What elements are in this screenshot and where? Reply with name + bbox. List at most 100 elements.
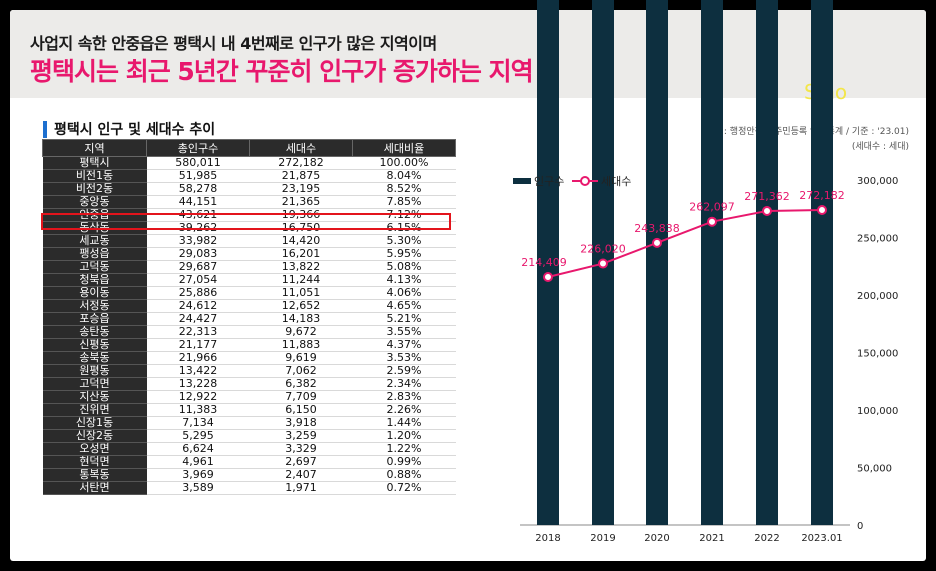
y-tick-label: 250,000 — [857, 234, 898, 245]
table-header-cell: 세대수 — [249, 139, 353, 157]
table-cell: 3,918 — [249, 416, 353, 430]
table-cell: 1.22% — [352, 442, 456, 456]
section-marker — [43, 121, 47, 138]
table-cell: 51,985 — [146, 169, 250, 183]
table-cell: 100.00% — [352, 156, 456, 170]
table-cell: 58,278 — [146, 182, 250, 196]
y-tick-label: 300,000 — [857, 176, 898, 187]
table-cell: 13,822 — [249, 260, 353, 274]
table-row: 원평동 13,422 7,062 2.59% — [42, 364, 456, 378]
table-cell: 2.83% — [352, 390, 456, 404]
table-row: 송탄동 22,313 9,672 3.55% — [42, 325, 456, 339]
region-name-cell: 신평동 — [42, 338, 147, 352]
table-cell: 6,150 — [249, 403, 353, 417]
table-body: 평택시 580,011 272,182 100.00% 비전1동 51,985 21,875… — [42, 156, 456, 495]
table-cell: 6,382 — [249, 377, 353, 391]
table-cell: 3.53% — [352, 351, 456, 365]
table-cell: 5.30% — [352, 234, 456, 248]
table-header-cell: 지역 — [42, 139, 147, 157]
table-cell: 7.12% — [352, 208, 456, 222]
table-cell: 19,366 — [249, 208, 353, 222]
table-cell: 44,151 — [146, 195, 250, 209]
table-cell: 7.85% — [352, 195, 456, 209]
region-name-cell: 평택시 — [42, 156, 147, 170]
table-cell: 21,875 — [249, 169, 353, 183]
table-cell: 27,054 — [146, 273, 250, 287]
table-cell: 9,619 — [249, 351, 353, 365]
table-cell: 12,652 — [249, 299, 353, 313]
table-row: 고덕동 29,687 13,822 5.08% — [42, 260, 456, 274]
bar-2020 — [646, 0, 668, 526]
line-point-2021 — [707, 216, 717, 227]
table-row: 진위면 11,383 6,150 2.26% — [42, 403, 456, 417]
table-row: 중앙동 44,151 21,365 7.85% — [42, 195, 456, 209]
table-cell: 3,589 — [146, 481, 250, 495]
x-tick-label: 2018 — [535, 533, 560, 544]
table-row: 송북동 21,966 9,619 3.53% — [42, 351, 456, 365]
table-row: 안중읍 43,621 19,366 7.12% — [42, 208, 456, 222]
table-row: 신평동 21,177 11,883 4.37% — [42, 338, 456, 352]
table-cell: 12,922 — [146, 390, 250, 404]
table-cell: 11,051 — [249, 286, 353, 300]
table-cell: 2.26% — [352, 403, 456, 417]
table-cell: 3.55% — [352, 325, 456, 339]
section-title: 평택시 인구 및 세대수 추이 — [54, 122, 216, 138]
x-tick-label: 2022 — [754, 533, 779, 544]
region-name-cell: 고덕면 — [42, 377, 147, 391]
table-cell: 5.21% — [352, 312, 456, 326]
table-cell: 5.08% — [352, 260, 456, 274]
table-cell: 29,083 — [146, 247, 250, 261]
headline-subtext: 사업지 속한 안중읍은 평택시 내 4번째로 인구가 많은 지역이며 — [30, 34, 437, 53]
x-tick-label: 2019 — [590, 533, 615, 544]
region-name-cell: 세교동 — [42, 234, 147, 248]
table-row: 용이동 25,886 11,051 4.06% — [42, 286, 456, 300]
table-cell: 5,295 — [146, 429, 250, 443]
line-point-2022 — [762, 205, 772, 216]
table-cell: 11,244 — [249, 273, 353, 287]
population-table: 지역 총인구수 세대수 세대비율 평택시 580,011 272,182 100.00… — [42, 139, 456, 495]
region-name-cell: 현덕면 — [42, 455, 147, 469]
table-row: 서탄면 3,589 1,971 0.72% — [42, 481, 456, 495]
table-cell: 29,687 — [146, 260, 250, 274]
table-cell: 6,624 — [146, 442, 250, 456]
table-row: 비전2동 58,278 23,195 8.52% — [42, 182, 456, 196]
table-cell: 7,062 — [249, 364, 353, 378]
table-cell: 580,011 — [146, 156, 250, 170]
y-tick-label: 50,000 — [857, 464, 892, 475]
table-cell: 2,697 — [249, 455, 353, 469]
highlight-box — [41, 213, 451, 230]
table-header-cell: 총인구수 — [146, 139, 250, 157]
table-row: 비전1동 51,985 21,875 8.04% — [42, 169, 456, 183]
y-tick-label: 200,000 — [857, 291, 898, 302]
table-row: 통복동 3,969 2,407 0.88% — [42, 468, 456, 482]
region-name-cell: 청북읍 — [42, 273, 147, 287]
table-header-cell: 세대비율 — [352, 139, 456, 157]
line-point-2020 — [652, 237, 662, 248]
region-name-cell: 통복동 — [42, 468, 147, 482]
line-point-2018 — [543, 272, 553, 282]
table-row: 신장2동 5,295 3,259 1.20% — [42, 429, 456, 443]
region-name-cell: 지산동 — [42, 390, 147, 404]
line-data-label: 262,097 — [689, 201, 735, 214]
table-cell: 4,961 — [146, 455, 250, 469]
region-name-cell: 오성면 — [42, 442, 147, 456]
table-row: 오성면 6,624 3,329 1.22% — [42, 442, 456, 456]
table-cell: 9,672 — [249, 325, 353, 339]
x-tick-label: 2020 — [644, 533, 669, 544]
region-name-cell: 용이동 — [42, 286, 147, 300]
bar-2023.01 — [811, 0, 833, 525]
region-name-cell: 포승읍 — [42, 312, 147, 326]
table-cell: 8.04% — [352, 169, 456, 183]
y-tick-label: 100,000 — [857, 406, 898, 417]
table-cell: 21,177 — [146, 338, 250, 352]
table-header-row: 지역 총인구수 세대수 세대비율 — [42, 139, 456, 157]
table-cell: 1.44% — [352, 416, 456, 430]
table-row: 세교동 33,982 14,420 5.30% — [42, 234, 456, 248]
table-cell: 23,195 — [249, 182, 353, 196]
line-data-label: 243,838 — [634, 222, 680, 235]
legend-label-population: 인구수 — [534, 175, 564, 188]
table-row: 평택시 580,011 272,182 100.00% — [42, 156, 456, 170]
unit-note: (세대수 : 세대) — [851, 142, 909, 152]
table-cell: 24,427 — [146, 312, 250, 326]
